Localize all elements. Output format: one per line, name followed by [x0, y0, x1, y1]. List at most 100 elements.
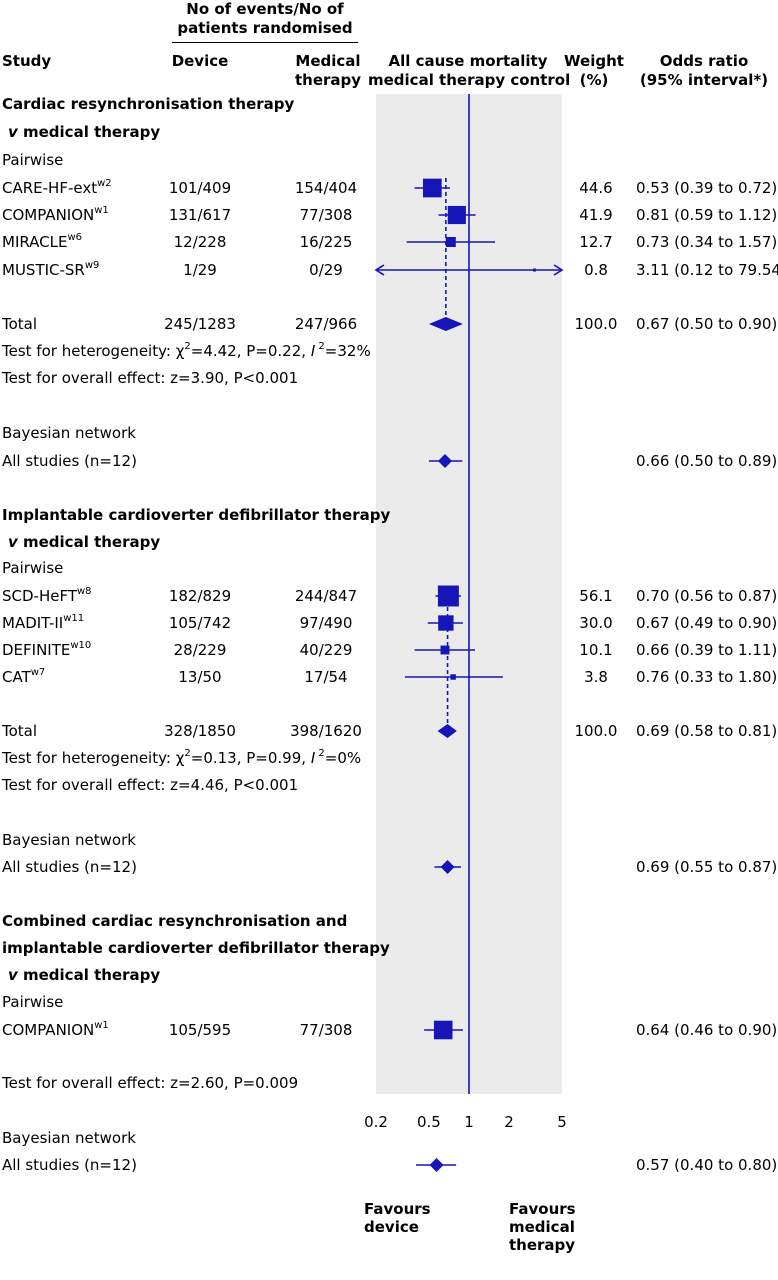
weight-value: 12.7 [579, 233, 613, 251]
ci-arrow-left [374, 264, 385, 276]
total-weight: 100.0 [574, 315, 618, 333]
study-name: MADIT-IIw11 [2, 613, 85, 633]
total-weight: 100.0 [574, 722, 618, 740]
ci-arrow-right [553, 264, 564, 276]
medical-events: 0/29 [309, 261, 343, 279]
device-events: 13/50 [178, 668, 222, 686]
section-1-pairwise-label: Pairwise [2, 559, 64, 577]
point-estimate [433, 1020, 453, 1040]
medical-events: 97/490 [299, 614, 353, 632]
weight-value: 30.0 [579, 614, 613, 632]
favours-medical-line1: Favours [509, 1200, 576, 1218]
odds-ratio-text: 0.73 (0.34 to 1.57) [636, 233, 778, 251]
device-events: 182/829 [168, 587, 232, 605]
section-0-pairwise-label: Pairwise [2, 151, 64, 169]
bayesian-all-studies: All studies (n=12) [2, 858, 137, 876]
tick-label: 0.5 [417, 1113, 441, 1131]
total-or-text: 0.69 (0.58 to 0.81) [636, 722, 778, 740]
point-estimate [440, 645, 450, 655]
bayes-diamond [440, 860, 455, 874]
section-0-title-line1: Cardiac resynchronisation therapy [2, 95, 295, 113]
bayesian-label: Bayesian network [2, 424, 136, 442]
device-events: 28/229 [173, 641, 227, 659]
device-events: 101/409 [168, 179, 232, 197]
odds-ratio-text: 3.11 (0.12 to 79.54) [636, 261, 778, 279]
bayesian-label: Bayesian network [2, 831, 136, 849]
odds-ratio-text: 0.67 (0.49 to 0.90) [636, 614, 778, 632]
study-name: COMPANIONw1 [2, 1020, 109, 1040]
point-estimate [422, 178, 442, 198]
odds-ratio-text: 0.66 (0.39 to 1.11) [636, 641, 778, 659]
device-events: 12/228 [173, 233, 227, 251]
favours-medical-line2: medical [509, 1218, 575, 1236]
weight-header-line2: (%) [579, 71, 609, 89]
point-estimate [445, 237, 456, 247]
favours-medical-line3: therapy [509, 1236, 576, 1254]
section-2-title-line1: Combined cardiac resynchronisation and [2, 912, 348, 930]
weight-value: 56.1 [579, 587, 613, 605]
weight-value: 3.8 [584, 668, 608, 686]
medical-events: 17/54 [304, 668, 348, 686]
section-2-title-line2: implantable cardioverter defibrillator t… [2, 939, 390, 957]
study-name: CATw7 [2, 667, 46, 687]
tick-label: 2 [504, 1113, 514, 1131]
section-2-title-line3: v medical therapy [8, 966, 161, 984]
study-name: SCD-HeFTw8 [2, 586, 92, 606]
tick-label: 1 [464, 1113, 474, 1131]
study-name: COMPANIONw1 [2, 205, 109, 225]
study-name: MIRACLEw6 [2, 232, 83, 252]
weight-value: 0.8 [584, 261, 608, 279]
section-2-pairwise-label: Pairwise [2, 993, 64, 1011]
group-header-rule [172, 42, 358, 43]
total-device: 245/1283 [164, 315, 236, 333]
total-device: 328/1850 [164, 722, 236, 740]
study-name: CARE-HF-extw2 [2, 178, 112, 198]
plot-header-line1: All cause mortality [388, 52, 548, 70]
overall-effect-test: Test for overall effect: z=3.90, P<0.001 [2, 369, 299, 387]
overall-effect-test: Test for overall effect: z=2.60, P=0.009 [2, 1074, 299, 1092]
odds-ratio-text: 0.70 (0.56 to 0.87) [636, 587, 778, 605]
section-1-title-line1: Implantable cardioverter defibrillator t… [2, 506, 391, 524]
heterogeneity-test: Test for heterogeneity: χ2=0.13, P=0.99,… [2, 748, 362, 768]
bayesian-or-text: 0.57 (0.40 to 0.80) [636, 1156, 778, 1174]
section-1-title-line2: v medical therapy [8, 533, 161, 551]
medical-events: 40/229 [299, 641, 353, 659]
device-events: 105/742 [168, 614, 232, 632]
tick-label: 0.2 [364, 1113, 388, 1131]
device-events: 131/617 [168, 206, 232, 224]
bayesian-label: Bayesian network [2, 1129, 136, 1147]
group-header-line2: patients randomised [177, 19, 353, 37]
bayesian-or-text: 0.66 (0.50 to 0.89) [636, 452, 778, 470]
study-name: DEFINITEw10 [2, 640, 92, 660]
weight-header-line1: Weight [564, 52, 624, 70]
pooled-diamond [428, 317, 463, 331]
tick-label: 5 [557, 1113, 567, 1131]
medical-header-line2: therapy [294, 71, 362, 89]
point-estimate [447, 205, 466, 225]
odds-ratio-text: 0.81 (0.59 to 1.12) [636, 206, 778, 224]
study-header: Study [2, 52, 52, 70]
pooled-diamond [437, 724, 457, 738]
medical-events: 77/308 [299, 1021, 353, 1039]
total-label: Total [2, 315, 38, 333]
total-medical: 247/966 [294, 315, 358, 333]
bayesian-all-studies: All studies (n=12) [2, 1156, 137, 1174]
point-estimate [437, 585, 459, 607]
weight-value: 44.6 [579, 179, 613, 197]
medical-events: 77/308 [299, 206, 353, 224]
medical-events: 16/225 [299, 233, 353, 251]
medical-header-line1: Medical [295, 52, 361, 70]
bayesian-or-text: 0.69 (0.55 to 0.87) [636, 858, 778, 876]
weight-value: 41.9 [579, 206, 613, 224]
odds-ratio-text: 0.53 (0.39 to 0.72) [636, 179, 778, 197]
favours-device-line1: Favours [364, 1200, 431, 1218]
total-label: Total [2, 722, 38, 740]
odds-ratio-text: 0.76 (0.33 to 1.80) [636, 668, 778, 686]
device-header: Device [171, 52, 229, 70]
study-name: MUSTIC-SRw9 [2, 260, 100, 280]
or-header-line2: (95% interval*) [639, 71, 769, 89]
section-0-title-line2: v medical therapy [8, 123, 161, 141]
medical-events: 154/404 [294, 179, 358, 197]
bayesian-all-studies: All studies (n=12) [2, 452, 137, 470]
